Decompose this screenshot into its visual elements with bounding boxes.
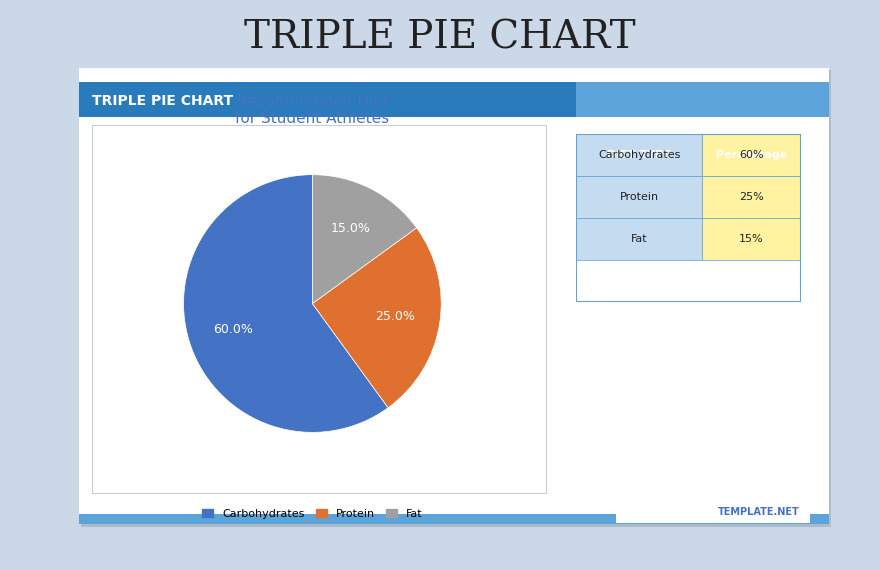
- Text: TRIPLE PIE CHART: TRIPLE PIE CHART: [244, 19, 636, 56]
- Text: 15%: 15%: [739, 234, 764, 244]
- Title: Recommended Diet
for Student Athletes: Recommended Diet for Student Athletes: [235, 93, 390, 126]
- FancyBboxPatch shape: [702, 176, 801, 218]
- FancyBboxPatch shape: [702, 134, 801, 176]
- FancyBboxPatch shape: [702, 218, 801, 260]
- Text: TRIPLE PIE CHART: TRIPLE PIE CHART: [92, 94, 232, 108]
- FancyBboxPatch shape: [576, 218, 702, 260]
- Text: Protein: Protein: [620, 192, 659, 202]
- Text: 15.0%: 15.0%: [331, 222, 370, 235]
- Text: 25%: 25%: [739, 192, 764, 202]
- Wedge shape: [312, 174, 416, 303]
- Text: Fat: Fat: [631, 234, 648, 244]
- Text: DIET TYPE: DIET TYPE: [607, 150, 671, 160]
- Wedge shape: [312, 228, 441, 408]
- Text: 25.0%: 25.0%: [375, 310, 415, 323]
- Text: 60.0%: 60.0%: [213, 323, 253, 336]
- FancyBboxPatch shape: [576, 134, 702, 176]
- Text: Carbohydrates: Carbohydrates: [598, 150, 680, 160]
- Legend: Carbohydrates, Protein, Fat: Carbohydrates, Protein, Fat: [198, 504, 427, 523]
- FancyBboxPatch shape: [576, 134, 702, 176]
- Text: TEMPLATE.NET: TEMPLATE.NET: [718, 507, 800, 517]
- Text: 60%: 60%: [739, 150, 764, 160]
- Wedge shape: [184, 174, 388, 432]
- FancyBboxPatch shape: [576, 176, 702, 218]
- Text: Percentage: Percentage: [715, 150, 787, 160]
- FancyBboxPatch shape: [702, 134, 801, 176]
